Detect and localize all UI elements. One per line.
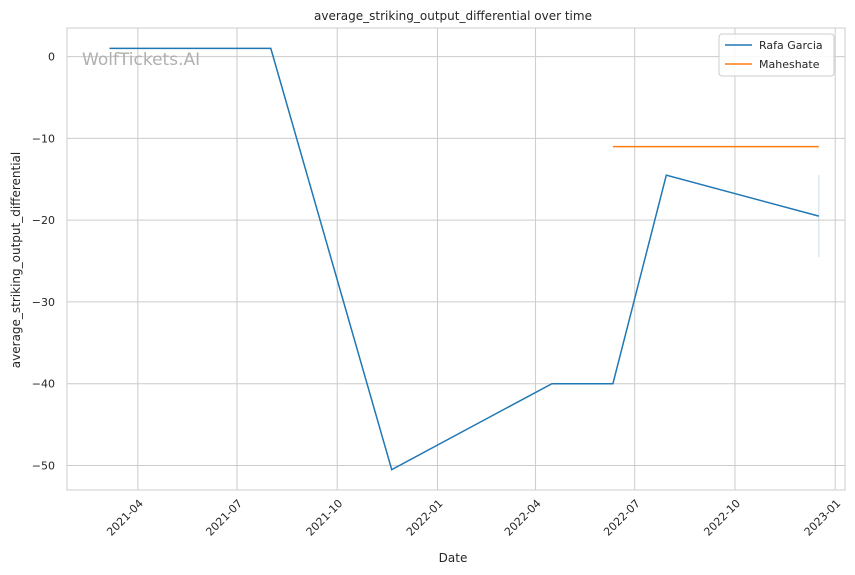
y-axis-label: average_striking_output_differential bbox=[9, 152, 23, 368]
y-tick-label: −50 bbox=[32, 459, 55, 472]
y-tick-label: 0 bbox=[48, 51, 55, 64]
series-lines bbox=[109, 47, 820, 471]
y-tick-label: −40 bbox=[32, 378, 55, 391]
x-tick-label: 2022-07 bbox=[601, 497, 643, 539]
legend-entry: Maheshate bbox=[759, 58, 820, 71]
y-tick-label: −10 bbox=[32, 132, 55, 145]
legend: Rafa Garcia Maheshate bbox=[718, 33, 835, 77]
grid bbox=[67, 28, 845, 490]
x-tick-label: 2022-01 bbox=[404, 497, 446, 539]
legend-items: Rafa Garcia Maheshate bbox=[725, 39, 823, 71]
x-tick-label: 2021-04 bbox=[104, 497, 146, 539]
y-tick-labels: 0 −10 −20 −30 −40 −50 bbox=[32, 51, 55, 473]
x-tick-labels: 2021-04 2021-07 2021-10 2022-01 2022-04 2022-… bbox=[104, 497, 843, 539]
legend-entry: Rafa Garcia bbox=[759, 39, 823, 52]
series-line-0 bbox=[109, 47, 819, 471]
x-tick-label: 2021-10 bbox=[304, 497, 346, 539]
y-tick-label: −20 bbox=[32, 214, 55, 227]
y-tick-label: −30 bbox=[32, 296, 55, 309]
watermark: WolfTickets.AI bbox=[82, 50, 200, 70]
x-tick-label: 2022-10 bbox=[701, 497, 743, 539]
x-tick-label: 2021-07 bbox=[203, 497, 245, 539]
x-tick-label: 2023-01 bbox=[802, 497, 844, 539]
plot-frame bbox=[66, 27, 846, 491]
x-axis-label: Date bbox=[439, 551, 468, 565]
plot-border bbox=[66, 27, 846, 491]
x-tick-label: 2022-04 bbox=[502, 497, 544, 539]
chart-title: average_striking_output_differential ove… bbox=[314, 9, 592, 23]
